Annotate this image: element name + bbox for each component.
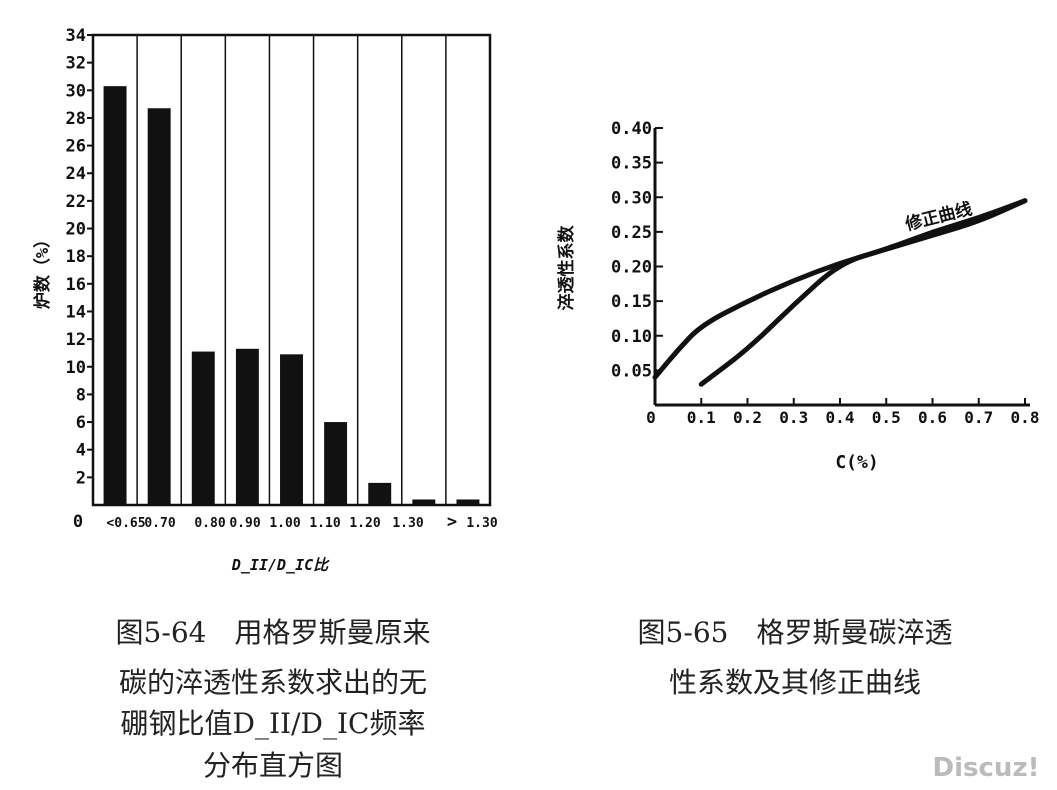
histogram-y-tick-label: 4	[76, 441, 86, 461]
histogram-x-tick-label: 1.20	[349, 516, 380, 531]
histogram-y-tick-label: 34	[66, 26, 86, 46]
curve-x-tick-label: 0.2	[733, 408, 762, 427]
histogram-bar	[456, 499, 480, 505]
histogram-bar	[191, 351, 215, 505]
curve-caption-line-1: 图5-65 格罗斯曼碳淬透	[638, 616, 953, 649]
histogram-x-tick-label: 0.70	[144, 516, 175, 531]
histogram-y-tick-label: 26	[66, 137, 86, 157]
histogram-bar	[235, 348, 259, 505]
histogram-x-tick-label: >	[447, 512, 457, 532]
histogram-y-tick-label: 32	[66, 54, 86, 74]
curve-y-axis-label: 淬透性系数	[556, 225, 577, 311]
curve-x-tick-label: 0.6	[918, 408, 947, 427]
curve-x-tick-label: 0.8	[1011, 408, 1040, 427]
curve-y-tick-label: 0.30	[611, 188, 652, 208]
histogram-bar	[368, 482, 392, 505]
histogram-caption-line-3: 硼钢比值D_II/D_IC频率	[121, 707, 426, 740]
histogram-x-tick-label: 0	[73, 512, 83, 532]
histogram-y-tick-label: 6	[76, 413, 86, 433]
histogram-y-tick-label: 10	[66, 358, 86, 378]
histogram-x-tick-label: 0.90	[229, 516, 260, 531]
histogram-bar	[280, 354, 303, 505]
curve-y-tick-label: 0.40	[611, 119, 652, 139]
curve-x-tick-label: 0.1	[687, 408, 716, 427]
histogram-y-tick-label: 18	[66, 247, 86, 267]
curve-y-ticks: 0.05 0.10 0.15 0.20 0.25 0.30 0.35 0.40	[611, 119, 663, 381]
curve-x-tick-label: 0.5	[872, 408, 901, 427]
discuz-watermark: Discuz!	[933, 753, 1040, 783]
histogram-x-tick-label: 1.00	[269, 516, 300, 531]
curve-y-tick-label: 0.15	[611, 292, 652, 312]
histogram-caption-line-4: 分布直方图	[203, 749, 343, 782]
histogram-bar	[103, 86, 127, 505]
histogram-y-tick-label: 16	[66, 275, 86, 295]
histogram-y-tick-label: 30	[66, 81, 86, 101]
curve-x-tick-label: 0.7	[964, 408, 993, 427]
corrected-curve	[698, 198, 1028, 387]
curve-x-tick-label: 0.3	[779, 408, 808, 427]
histogram-bars	[103, 86, 480, 505]
histogram-gridlines	[136, 35, 447, 505]
histogram-y-tick-label: 8	[76, 385, 86, 405]
histogram-y-tick-label: 28	[66, 109, 86, 129]
curve-x-tick-label: 0.4	[826, 408, 855, 427]
histogram-y-axis-label: 炉数（%）	[32, 231, 53, 309]
curve-chart: 0.05 0.10 0.15 0.20 0.25 0.30 0.35 0.40 0 0.1 0.2…	[556, 119, 1039, 699]
original-carbon-curve	[652, 198, 1028, 380]
curve-series	[652, 198, 1028, 387]
histogram-caption-line-1: 图5-64 用格罗斯曼原来	[116, 616, 431, 649]
curve-y-tick-label: 0.20	[611, 258, 652, 278]
histogram-y-tick-label: 12	[66, 330, 86, 350]
histogram-x-tick-label: 1.10	[309, 516, 340, 531]
histogram-x-tick-label: 1.30	[466, 516, 497, 531]
histogram-x-tick-label: 1.30	[392, 516, 423, 531]
curve-x-axis-label: C(%)	[835, 452, 878, 473]
curve-y-tick-label: 0.35	[611, 154, 652, 174]
histogram-x-tick-label: <0.65	[106, 516, 145, 531]
curve-x-tick-label: 0	[646, 408, 656, 427]
curve-caption-line-2: 性系数及其修正曲线	[669, 666, 921, 699]
histogram-y-tick-label: 24	[66, 164, 86, 184]
histogram-y-tick-label: 22	[66, 192, 86, 212]
histogram-y-tick-label: 14	[66, 302, 86, 322]
histogram-bar	[412, 499, 436, 505]
curve-y-tick-label: 0.25	[611, 223, 652, 243]
histogram-x-axis-label: D_II/D_IC比	[231, 556, 330, 574]
curve-y-tick-label: 0.10	[611, 327, 652, 347]
histogram-x-tick-label: 0.80	[194, 516, 225, 531]
curve-y-tick-label: 0.05	[611, 361, 652, 381]
histogram-y-tick-label: 2	[76, 468, 86, 488]
histogram-bar	[324, 422, 348, 505]
curve-x-ticks: 0 0.1 0.2 0.3 0.4 0.5 0.6 0.7 0.8	[646, 398, 1039, 427]
histogram-bar	[147, 108, 171, 505]
histogram-x-ticks: 0 <0.650.70 0.80 0.90 1.00 1.10 1.20 1.30 >1.30	[73, 512, 498, 532]
histogram-y-tick-label: 20	[66, 220, 86, 240]
histogram-caption-line-2: 碳的淬透性系数求出的无	[119, 666, 427, 699]
